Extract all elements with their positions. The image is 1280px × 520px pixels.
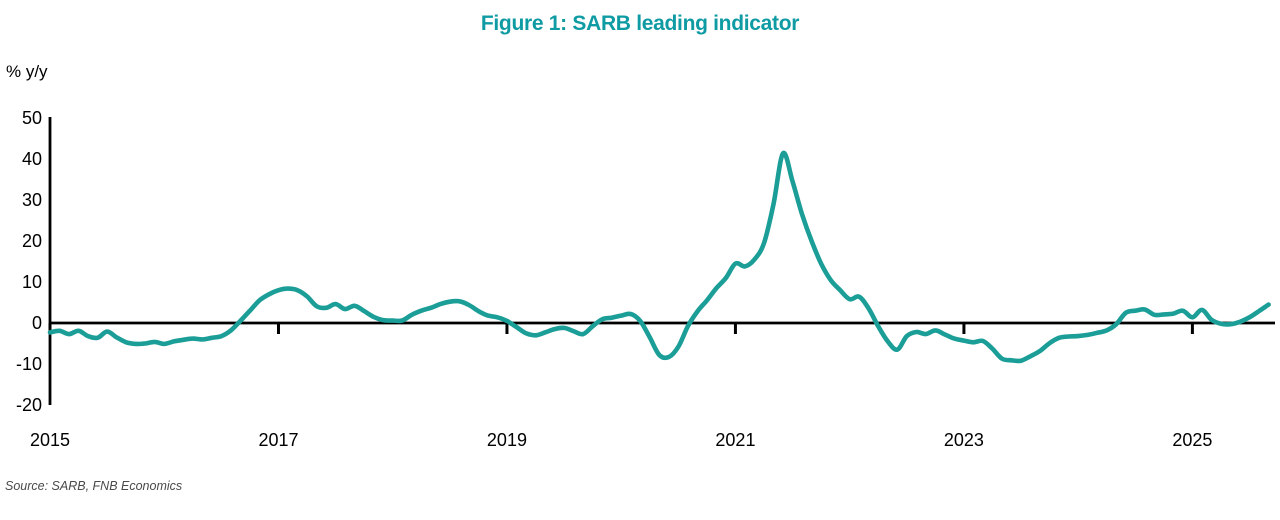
x-tick-label: 2021 — [715, 430, 755, 450]
y-tick-label: -10 — [16, 354, 42, 374]
y-tick-label: 20 — [22, 231, 42, 251]
x-tick-label: 2015 — [30, 430, 70, 450]
indicator-line-series — [47, 150, 1271, 364]
y-tick-label: 40 — [22, 149, 42, 169]
y-tick-label: 50 — [22, 108, 42, 128]
y-tick-label: 10 — [22, 272, 42, 292]
y-axis-unit-label: % y/y — [6, 62, 48, 81]
y-tick-label: -20 — [16, 395, 42, 415]
y-tick-label: 0 — [32, 313, 42, 333]
x-tick-label: 2025 — [1172, 430, 1212, 450]
x-tick-label: 2019 — [487, 430, 527, 450]
x-tick-label: 2017 — [258, 430, 298, 450]
y-tick-label: 30 — [22, 190, 42, 210]
x-tick-label: 2023 — [944, 430, 984, 450]
chart-title: Figure 1: SARB leading indicator — [480, 12, 800, 35]
source-note: Source: SARB, FNB Economics — [5, 479, 183, 493]
